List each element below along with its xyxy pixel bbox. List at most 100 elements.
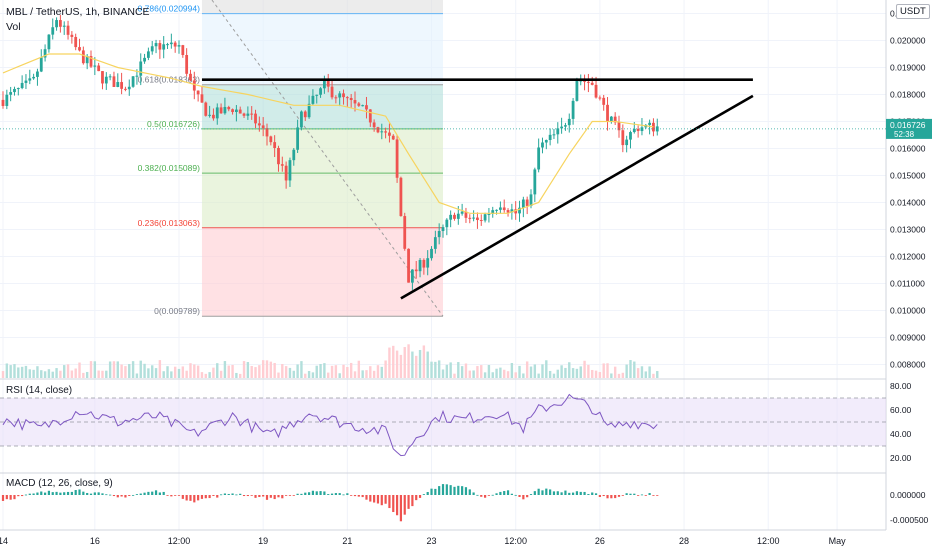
macd-histogram-bar (480, 495, 483, 497)
macd-histogram-bar (143, 492, 146, 495)
macd-label[interactable]: MACD (12, 26, close, 9) (6, 478, 113, 489)
volume-bar (204, 373, 207, 378)
volume-bar (365, 370, 368, 378)
macd-histogram-bar (522, 495, 525, 500)
time-tick-label: 19 (258, 536, 268, 546)
candle-body (319, 88, 322, 95)
volume-bar (346, 366, 349, 378)
candle-body (338, 93, 342, 98)
volume-bar (656, 371, 659, 378)
volume-bar (319, 363, 322, 378)
volume-bar (147, 368, 150, 378)
candle-body (521, 199, 525, 208)
candle-body (143, 57, 146, 62)
macd-histogram-bar (13, 495, 16, 500)
volume-bar (78, 362, 81, 378)
volume-bar (522, 373, 525, 378)
symbol-title[interactable]: MBL / TetherUS, 1h, BINANCE (6, 6, 150, 18)
volume-bar (288, 367, 292, 378)
volume-label: Vol (6, 21, 21, 33)
volume-bar (598, 372, 602, 378)
candle-body (491, 210, 495, 214)
volume-bar (594, 370, 598, 378)
macd-histogram-bar (361, 495, 364, 498)
macd-histogram-bar (327, 494, 330, 495)
macd-histogram-bar (116, 495, 119, 498)
candle-body (552, 134, 556, 136)
fib-zone (201, 13, 443, 85)
currency-badge[interactable]: USDT (896, 4, 930, 19)
candle-body (334, 97, 338, 99)
macd-histogram-bar (292, 495, 295, 496)
candle-body (460, 211, 464, 214)
macd-histogram-bar (21, 495, 24, 497)
candle-body (192, 80, 196, 91)
macd-histogram-bar (212, 495, 215, 496)
candle-body (430, 248, 433, 259)
candle-body (537, 147, 541, 170)
fib-level-label: 0(0.009789) (154, 306, 200, 316)
macd-histogram-bar (17, 495, 20, 497)
macd-histogram-bar (510, 493, 513, 495)
volume-bar (28, 369, 31, 378)
candle-body (219, 107, 223, 114)
volume-bar (185, 370, 188, 378)
rsi-label[interactable]: RSI (14, close) (6, 385, 73, 396)
macd-histogram-bar (373, 495, 376, 503)
macd-histogram-bar (587, 494, 590, 495)
rsi-tick-label: 60.00 (890, 405, 912, 415)
volume-bar (59, 370, 62, 378)
volume-bar (480, 365, 483, 378)
volume-bar (640, 366, 644, 378)
volume-bar (273, 362, 276, 378)
macd-histogram-bar (564, 490, 567, 495)
candle-body (399, 177, 403, 217)
candle-body (158, 43, 162, 50)
macd-histogram-bar (606, 495, 609, 499)
macd-histogram-bar (36, 492, 39, 495)
macd-histogram-bar (28, 493, 31, 495)
volume-bar (434, 361, 437, 378)
volume-bar (437, 360, 441, 378)
macd-histogram-bar (342, 494, 345, 496)
moving-average-line (2, 53, 654, 214)
candle-body (311, 95, 315, 104)
volume-bar (376, 365, 380, 378)
macd-histogram-bar (503, 491, 506, 495)
volume-bar (353, 371, 357, 378)
candle-body (345, 97, 349, 99)
fib-zone (201, 227, 443, 317)
volume-bars (1, 344, 659, 378)
macd-histogram-bar (124, 495, 127, 498)
macd-histogram-bar (162, 491, 165, 495)
macd-histogram-bar (231, 493, 234, 495)
volume-bar (227, 365, 230, 378)
macd-histogram-bar (388, 495, 391, 509)
price-tick-label: 0.012000 (890, 252, 926, 262)
candle-body (32, 76, 36, 79)
volume-bar (564, 367, 567, 378)
candle-body (181, 45, 185, 56)
macd-histogram-bar (70, 491, 73, 495)
volume-bar (418, 350, 422, 378)
volume-bar (105, 370, 108, 378)
volume-bar (17, 367, 20, 378)
macd-histogram-bar (491, 494, 494, 496)
volume-bar (235, 372, 238, 378)
volume-bar (415, 355, 418, 378)
macd-histogram-bar (453, 486, 456, 495)
macd-histogram-bar (288, 495, 292, 496)
volume-bar (552, 373, 556, 378)
price-tick-label: 0.010000 (890, 306, 926, 316)
volume-bar (131, 361, 135, 378)
volume-bar (652, 373, 655, 378)
macd-histogram-bar (323, 491, 326, 495)
volume-bar (617, 373, 621, 378)
macd-histogram-bar (526, 495, 529, 498)
candle-body (20, 82, 24, 89)
macd-histogram-bar (97, 492, 100, 495)
volume-bar (487, 364, 491, 378)
macd-histogram-bar (135, 494, 139, 495)
candle-body (9, 92, 13, 95)
